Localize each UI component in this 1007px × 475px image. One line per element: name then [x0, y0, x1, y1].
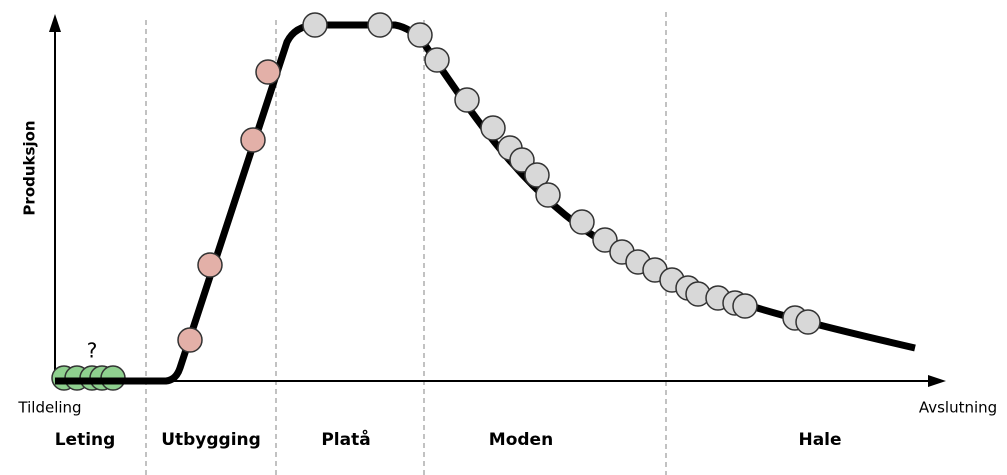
axes: [49, 14, 946, 387]
circle: [407, 22, 433, 48]
x-arrow: [928, 375, 946, 387]
circle: [177, 327, 203, 353]
phase-dividers: [145, 12, 667, 475]
circle: [732, 293, 758, 319]
circle: [480, 115, 506, 141]
circle: [569, 209, 595, 235]
question-mark: ?: [87, 339, 98, 363]
circle: [255, 59, 281, 85]
circle: [302, 12, 328, 38]
x-axis-end: Avslutning: [919, 399, 997, 417]
gray-circles: [302, 12, 821, 335]
phase-label: Platå: [321, 428, 370, 450]
circle: [795, 309, 821, 335]
circle: [424, 47, 450, 73]
circle: [367, 12, 393, 38]
phase-label: Utbygging: [161, 430, 261, 450]
phase-label: Hale: [798, 430, 841, 450]
x-axis-start: Tildeling: [17, 399, 81, 417]
phase-label: Moden: [489, 430, 553, 450]
circle: [197, 252, 223, 278]
circle: [454, 87, 480, 113]
y-arrow: [49, 14, 61, 32]
circle: [524, 162, 550, 188]
circle: [535, 182, 561, 208]
production-curve: [55, 21, 916, 385]
circle: [240, 127, 266, 153]
y-axis-label: Produksjon: [21, 120, 39, 215]
red-circles: [177, 59, 281, 353]
phase-label: Leting: [55, 430, 116, 450]
